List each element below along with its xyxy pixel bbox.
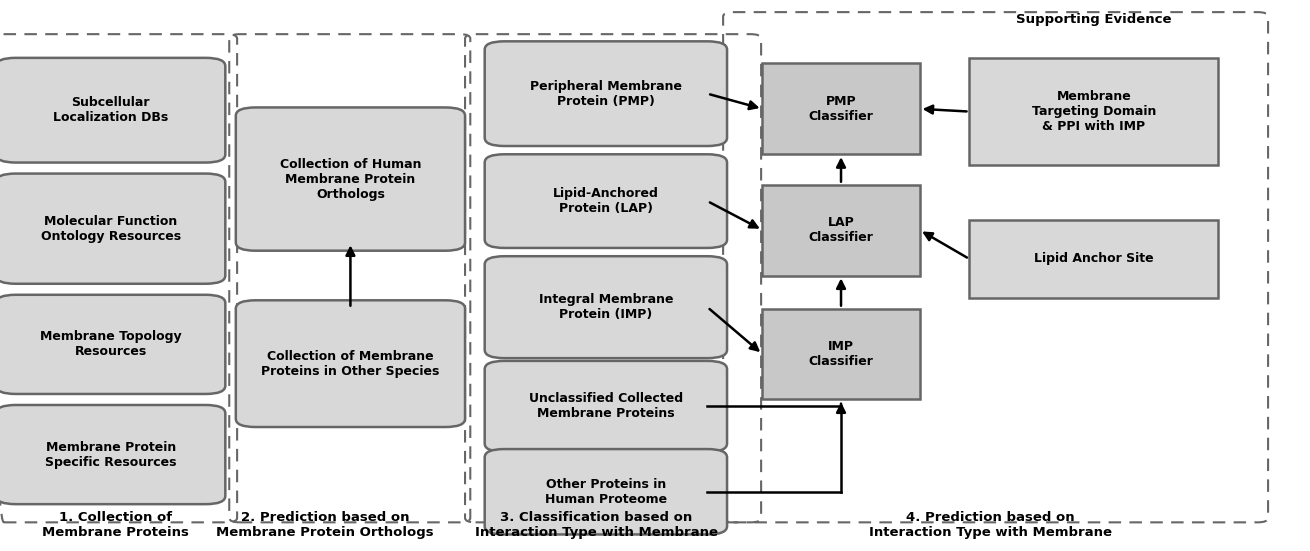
Text: PMP
Classifier: PMP Classifier — [808, 95, 874, 123]
FancyBboxPatch shape — [0, 295, 225, 394]
FancyBboxPatch shape — [969, 58, 1218, 165]
Text: Molecular Function
Ontology Resources: Molecular Function Ontology Resources — [41, 215, 181, 242]
Text: Unclassified Collected
Membrane Proteins: Unclassified Collected Membrane Proteins — [529, 392, 683, 420]
FancyBboxPatch shape — [236, 107, 465, 251]
Text: Membrane Topology
Resources: Membrane Topology Resources — [39, 331, 182, 358]
Text: Subcellular
Localization DBs: Subcellular Localization DBs — [54, 96, 168, 124]
FancyBboxPatch shape — [0, 174, 225, 284]
Text: 4. Prediction based on
Interaction Type with Membrane: 4. Prediction based on Interaction Type … — [869, 511, 1112, 539]
FancyBboxPatch shape — [969, 220, 1218, 298]
Text: LAP
Classifier: LAP Classifier — [808, 216, 874, 244]
FancyBboxPatch shape — [236, 300, 465, 427]
FancyBboxPatch shape — [485, 256, 727, 358]
Text: Other Proteins in
Human Proteome: Other Proteins in Human Proteome — [545, 478, 667, 506]
Text: Collection of Human
Membrane Protein
Orthologs: Collection of Human Membrane Protein Ort… — [279, 158, 422, 201]
Text: Lipid Anchor Site: Lipid Anchor Site — [1034, 252, 1154, 266]
Text: Peripheral Membrane
Protein (PMP): Peripheral Membrane Protein (PMP) — [529, 80, 683, 107]
Text: 1. Collection of
Membrane Proteins: 1. Collection of Membrane Proteins — [42, 511, 189, 539]
FancyBboxPatch shape — [485, 41, 727, 146]
Text: Membrane Protein
Specific Resources: Membrane Protein Specific Resources — [45, 441, 177, 468]
Text: Supporting Evidence: Supporting Evidence — [1017, 13, 1171, 26]
FancyBboxPatch shape — [485, 154, 727, 248]
Text: IMP
Classifier: IMP Classifier — [808, 340, 874, 368]
FancyBboxPatch shape — [485, 449, 727, 534]
Text: Integral Membrane
Protein (IMP): Integral Membrane Protein (IMP) — [538, 293, 673, 321]
Text: Membrane
Targeting Domain
& PPI with IMP: Membrane Targeting Domain & PPI with IMP — [1032, 90, 1155, 133]
FancyBboxPatch shape — [485, 361, 727, 452]
Text: 3. Classification based on
Interaction Type with Membrane: 3. Classification based on Interaction T… — [474, 511, 718, 539]
Text: 2. Prediction based on
Membrane Protein Orthologs: 2. Prediction based on Membrane Protein … — [216, 511, 434, 539]
FancyBboxPatch shape — [762, 309, 920, 399]
Text: Collection of Membrane
Proteins in Other Species: Collection of Membrane Proteins in Other… — [261, 350, 440, 377]
FancyBboxPatch shape — [762, 185, 920, 276]
FancyBboxPatch shape — [0, 405, 225, 504]
Text: Lipid-Anchored
Protein (LAP): Lipid-Anchored Protein (LAP) — [553, 187, 659, 215]
FancyBboxPatch shape — [0, 58, 225, 163]
FancyBboxPatch shape — [762, 63, 920, 154]
